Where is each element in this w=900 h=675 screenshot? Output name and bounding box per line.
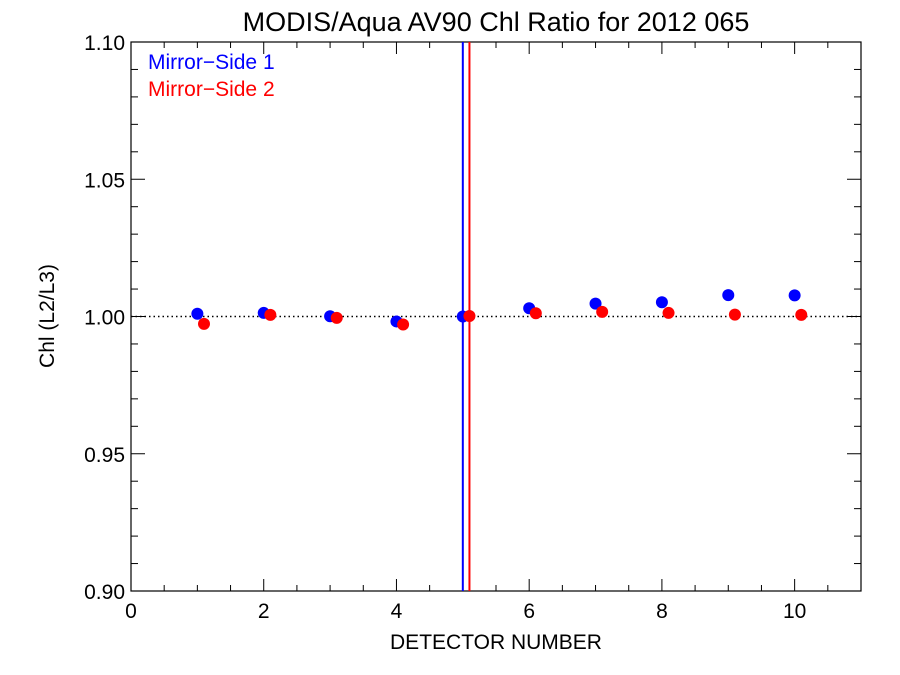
y-tick-label: 1.10 [84, 32, 125, 55]
series-1-point [191, 307, 204, 320]
x-axis-label: DETECTOR NUMBER [390, 631, 602, 654]
series-2-point [330, 311, 343, 324]
series-1-point [655, 296, 668, 309]
series-2-point [795, 308, 808, 321]
x-tick-label: 8 [656, 600, 668, 623]
legend-entry-1: Mirror−Side 1 [148, 51, 275, 74]
y-tick-label: 0.90 [84, 581, 125, 604]
series-1-point [788, 289, 801, 302]
series-2-point [529, 307, 542, 320]
x-tick-label: 4 [391, 600, 403, 623]
series-2-point [463, 309, 476, 322]
series-2-point [397, 318, 410, 331]
x-tick-label: 0 [125, 600, 137, 623]
series-2-point [596, 305, 609, 318]
y-tick-label: 0.95 [84, 444, 125, 467]
x-tick-label: 2 [258, 600, 270, 623]
plot-area: 0 2 4 6 8 10 0.90 0.95 1.00 1.05 1.10 Mirror−Side 1… [84, 32, 862, 623]
x-tick-label: 10 [783, 600, 806, 623]
y-tick-label: 1.00 [84, 307, 125, 330]
chart-title: MODIS/Aqua AV90 Chl Ratio for 2012 065 [243, 7, 750, 37]
series-1-point [589, 297, 602, 310]
x-tick-label: 6 [523, 600, 535, 623]
series-2-point [198, 317, 210, 330]
series-2-point [264, 308, 277, 321]
series-2-point [662, 306, 675, 319]
y-tick-label: 1.05 [84, 169, 125, 192]
series-2-point [728, 308, 741, 321]
y-axis-label: Chl (L2/L3) [36, 264, 59, 368]
legend-entry-2: Mirror−Side 2 [148, 78, 275, 101]
series-1-point [722, 289, 735, 302]
